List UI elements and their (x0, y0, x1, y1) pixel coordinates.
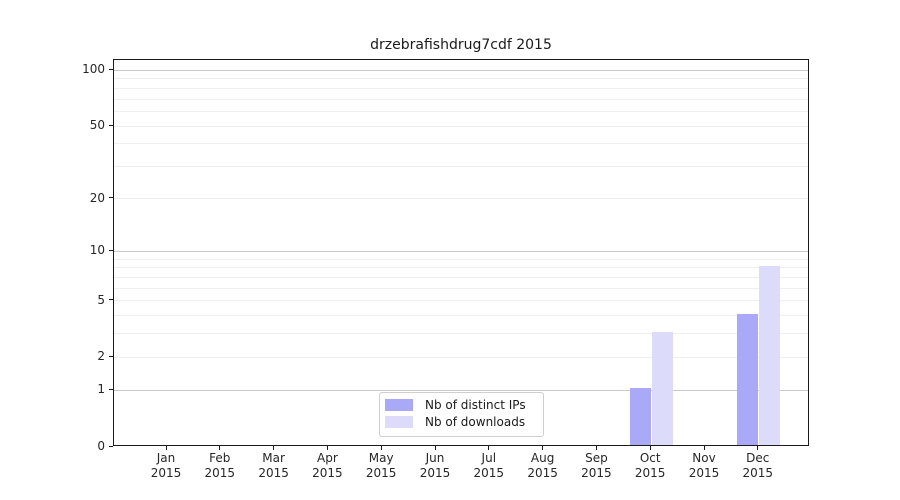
chart-title: drzebrafishdrug7cdf 2015 (370, 37, 552, 53)
gridline-minor (114, 300, 808, 302)
x-tick-label: May 2015 (365, 451, 397, 480)
x-tick-label: Jul 2015 (473, 451, 505, 480)
y-tick-mark (109, 68, 113, 70)
gridline-major (114, 389, 808, 391)
gridline-minor (114, 166, 808, 168)
x-tick-label: Jan 2015 (150, 451, 182, 480)
gridline-minor (114, 143, 808, 145)
y-tick-mark (109, 197, 113, 199)
gridline-minor (114, 98, 808, 100)
plot-area (113, 59, 809, 446)
x-tick-mark (757, 446, 759, 450)
bar-distinct-ips-oct (629, 388, 651, 445)
gridline-minor (114, 125, 808, 127)
x-tick-label: Jun 2015 (419, 451, 451, 480)
x-tick-label: Feb 2015 (204, 451, 236, 480)
gridline-minor (114, 87, 808, 89)
x-tick-mark (649, 446, 651, 450)
x-tick-mark (273, 446, 275, 450)
gridline-minor (114, 267, 808, 269)
x-tick-label: Oct 2015 (634, 451, 666, 480)
y-tick-mark (109, 445, 113, 447)
y-tick-mark (109, 299, 113, 301)
x-tick-label: Mar 2015 (258, 451, 289, 480)
y-tick-label: 1 (97, 382, 105, 397)
x-tick-label: Sep 2015 (581, 451, 612, 480)
legend-swatch-downloads (385, 416, 413, 428)
x-tick-mark (542, 446, 544, 450)
legend-label-downloads: Nb of downloads (425, 415, 526, 429)
legend-entry-downloads: Nb of downloads (385, 416, 537, 428)
x-tick-mark (595, 446, 597, 450)
legend-swatch-distinct-ips (385, 399, 413, 411)
gridline-major (114, 69, 808, 71)
gridline-minor (114, 287, 808, 289)
bar-downloads-dec (759, 265, 781, 445)
y-tick-mark (109, 124, 113, 126)
y-tick-mark (109, 249, 113, 251)
gridline-minor (114, 333, 808, 335)
x-tick-mark (434, 446, 436, 450)
y-tick-label: 5 (97, 292, 105, 307)
x-tick-label: Dec 2015 (742, 451, 774, 480)
x-tick-mark (326, 446, 328, 450)
gridline-minor (114, 258, 808, 260)
bar-downloads-oct (651, 331, 673, 445)
y-tick-label: 50 (89, 118, 105, 133)
legend-label-distinct-ips: Nb of distinct IPs (425, 398, 526, 412)
x-tick-mark (703, 446, 705, 450)
x-tick-mark (165, 446, 167, 450)
gridline-minor (114, 315, 808, 317)
y-tick-mark (109, 388, 113, 390)
legend-entry-distinct-ips: Nb of distinct IPs (385, 399, 537, 411)
x-tick-mark (380, 446, 382, 450)
gridline-minor (114, 198, 808, 200)
gridline-minor (114, 356, 808, 358)
y-tick-mark (109, 355, 113, 357)
x-tick-label: Aug 2015 (527, 451, 558, 480)
y-tick-label: 2 (97, 349, 105, 364)
y-tick-label: 10 (89, 243, 105, 258)
legend: Nb of distinct IPs Nb of downloads (379, 392, 544, 437)
gridline-major (114, 250, 808, 252)
x-tick-mark (219, 446, 221, 450)
y-tick-label: 0 (97, 439, 105, 453)
gridline-minor (114, 78, 808, 80)
y-tick-label: 20 (89, 190, 105, 205)
gridline-minor (114, 276, 808, 278)
y-tick-label: 100 (82, 62, 105, 77)
x-tick-mark (488, 446, 490, 450)
x-tick-label: Apr 2015 (312, 451, 343, 480)
gridline-minor (114, 111, 808, 113)
bar-distinct-ips-dec (737, 313, 759, 445)
x-tick-label: Nov 2015 (688, 451, 720, 480)
